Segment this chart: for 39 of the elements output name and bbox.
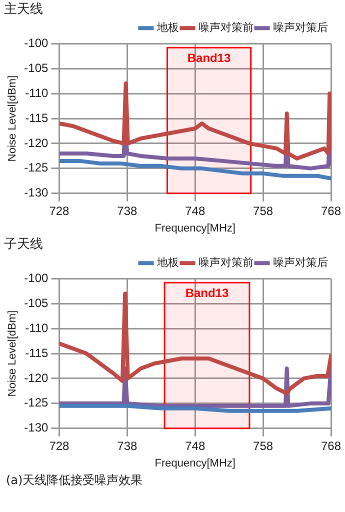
x-tick-label: 748 xyxy=(185,204,206,218)
band-label: Band13 xyxy=(187,50,232,65)
x-tick-label: 738 xyxy=(117,438,138,453)
x-tick-label: 768 xyxy=(320,204,342,218)
y-tick-label: -130 xyxy=(24,420,49,435)
x-tick-label: 728 xyxy=(49,438,70,453)
x-tick-label: 758 xyxy=(253,204,274,218)
y-tick-label: -120 xyxy=(24,136,49,150)
y-tick-label: -110 xyxy=(25,320,49,335)
chart-title: 子天线 xyxy=(4,237,43,252)
y-tick-label: -115 xyxy=(25,346,49,360)
y-tick-label: -100 xyxy=(24,270,49,285)
x-axis-title: Frequency[MHz] xyxy=(154,222,236,234)
y-tick-label: -100 xyxy=(24,36,49,50)
y-axis-title: Noise Level[dBm] xyxy=(6,310,19,397)
legend-label: 噪声对策后 xyxy=(273,20,328,34)
x-tick-label: 748 xyxy=(185,438,206,453)
legend-label: 噪声对策后 xyxy=(273,256,328,269)
x-tick-label: 768 xyxy=(320,438,342,453)
y-tick-label: -110 xyxy=(25,86,49,100)
y-tick-label: -130 xyxy=(24,186,49,200)
y-tick-label: -105 xyxy=(24,296,49,310)
y-tick-label: -125 xyxy=(24,160,49,175)
y-tick-label: -125 xyxy=(24,396,49,410)
x-tick-label: 728 xyxy=(49,204,70,218)
legend-label: 噪声对策前 xyxy=(198,20,254,34)
y-tick-label: -115 xyxy=(25,110,49,125)
chart-title: 主天线 xyxy=(4,1,43,18)
legend-label: 地板 xyxy=(156,20,179,34)
legend-label: 噪声对策前 xyxy=(198,256,254,269)
x-axis-title: Frequency[MHz] xyxy=(154,457,236,470)
legend-label: 地板 xyxy=(156,256,179,269)
y-axis-title: Noise Level[dBm] xyxy=(6,75,19,162)
text: (a)天线降低接受噪声效果 xyxy=(5,472,144,489)
y-tick-label: -120 xyxy=(24,370,49,385)
y-tick-label: -105 xyxy=(24,60,49,75)
x-tick-label: 758 xyxy=(253,438,274,453)
band-label: Band13 xyxy=(185,286,229,300)
x-tick-label: 738 xyxy=(117,204,138,218)
